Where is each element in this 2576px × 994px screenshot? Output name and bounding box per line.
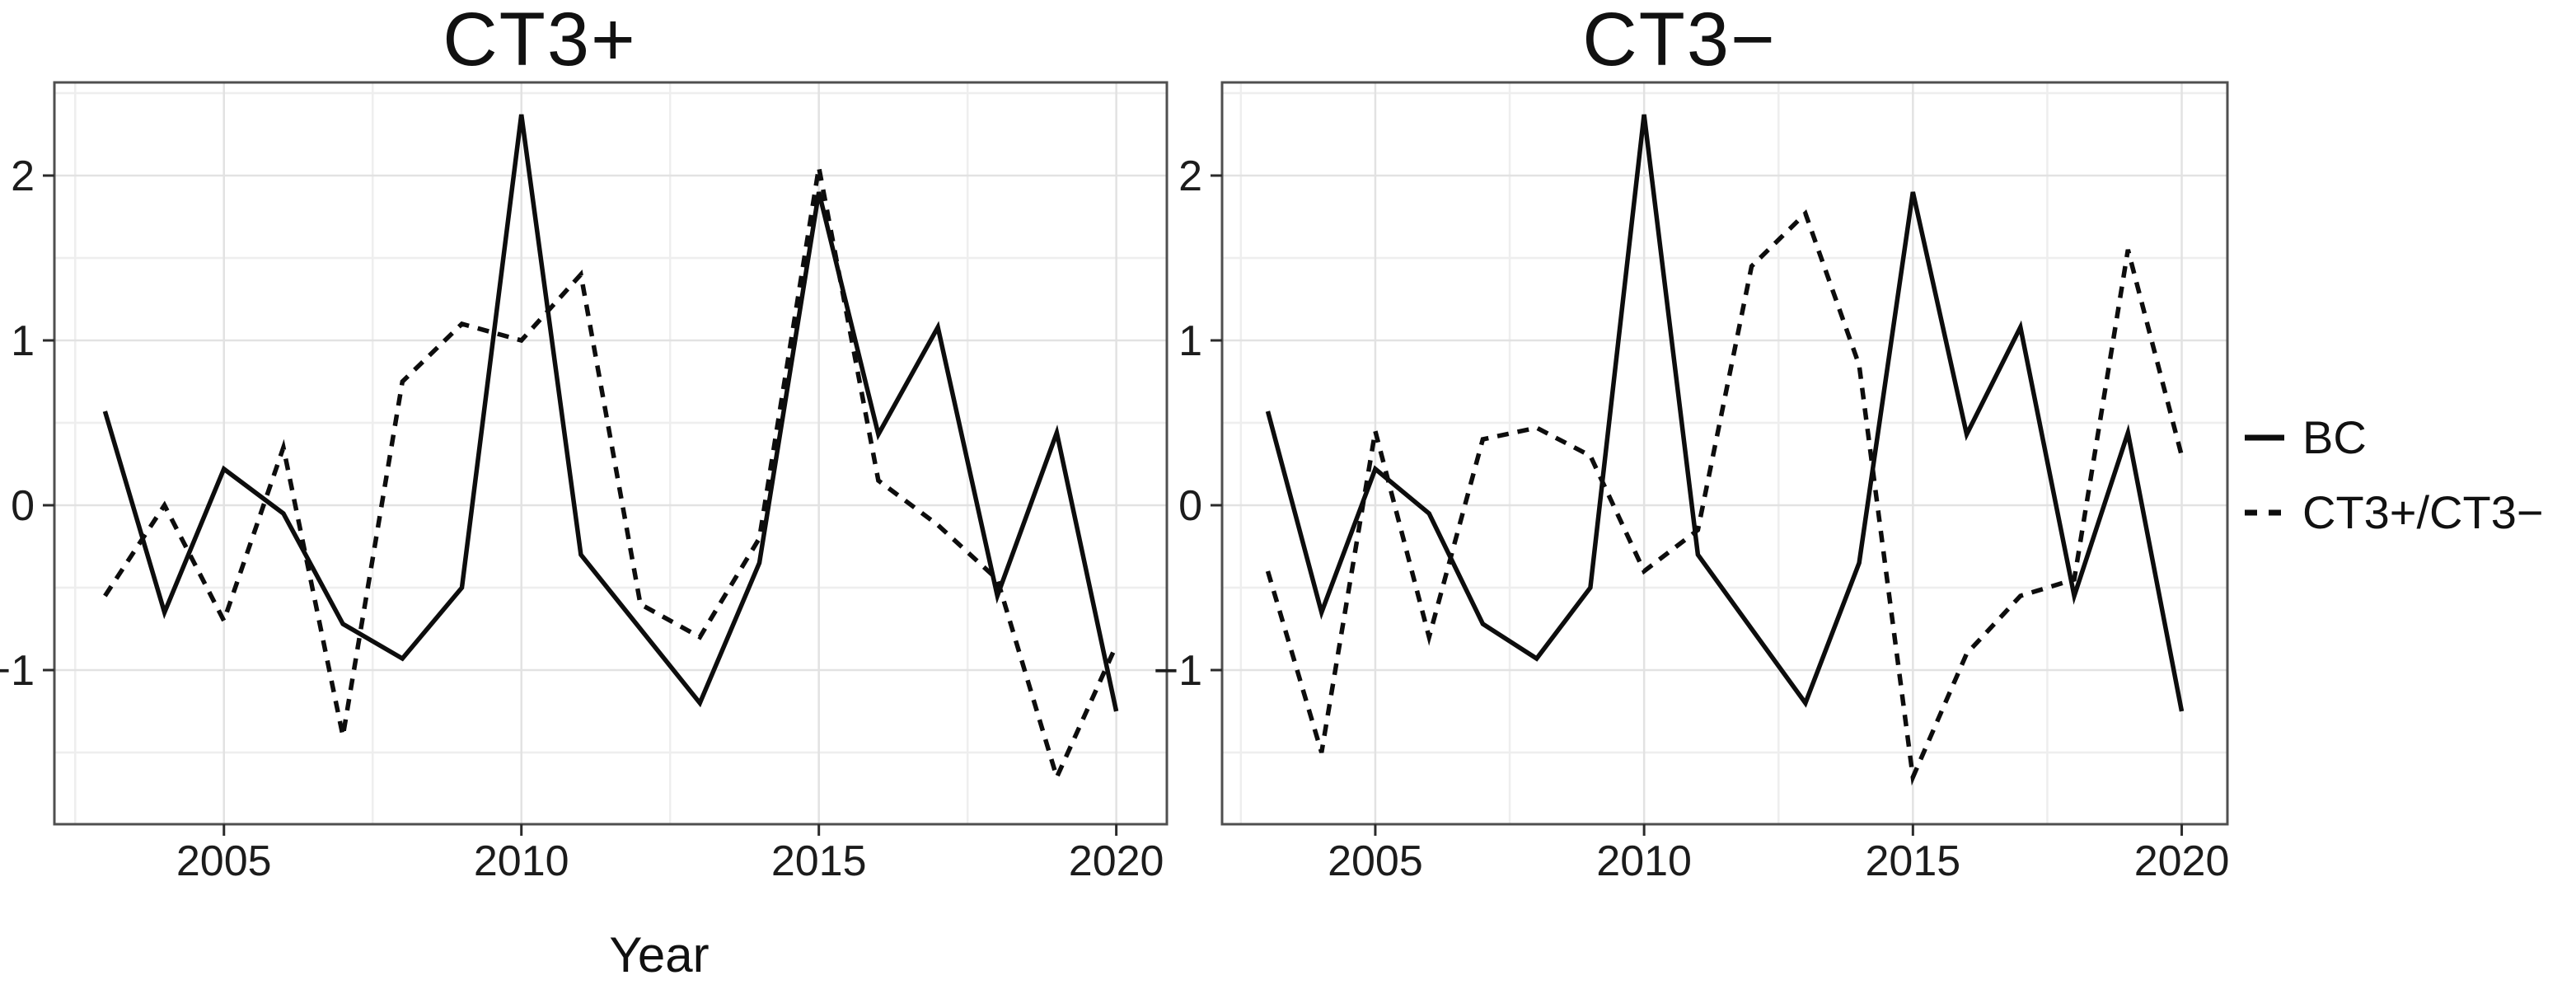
panel-ct3plus: 2005 2010 2015 2020 −1 0 1 2	[0, 81, 1169, 885]
panel-title-ct3plus: CT3+	[443, 0, 637, 82]
x-tick-labels: 2005 2010 2015 2020	[176, 837, 1164, 885]
y-tick-label: 2	[1178, 152, 1202, 200]
x-tick-label: 2005	[1328, 837, 1423, 885]
series-bc-line	[102, 114, 1119, 712]
x-tick-label: 2015	[771, 837, 867, 885]
y-tick-label: 1	[11, 317, 35, 365]
x-tick-labels: 2005 2010 2015 2020	[1328, 837, 2229, 885]
panel-border	[1220, 81, 2229, 826]
x-axis-title: Year	[609, 927, 710, 982]
y-tick-label: −1	[1154, 647, 1202, 695]
y-tick-label: 0	[1178, 482, 1202, 530]
y-tick-labels: −1 0 1 2	[0, 152, 35, 695]
y-tick-label: 0	[11, 482, 35, 530]
y-tick-label: −1	[0, 647, 35, 695]
dashed-line-key-icon	[2245, 509, 2284, 515]
x-tick-label: 2010	[474, 837, 569, 885]
panel-ct3minus: 2005 2010 2015 2020 −1 0 1 2	[1154, 81, 2229, 885]
panel-title-ct3minus: CT3−	[1582, 0, 1777, 82]
legend-label-ct3ratio: CT3+/CT3−	[2302, 486, 2544, 538]
axis-ticks	[43, 174, 1118, 836]
legend-label-bc: BC	[2302, 411, 2367, 463]
minor-gridlines	[54, 82, 1167, 824]
minor-gridlines	[1222, 82, 2227, 824]
y-tick-label: 1	[1178, 317, 1202, 365]
legend-item-bc: BC	[2243, 410, 2544, 464]
x-tick-label: 2020	[2134, 837, 2230, 885]
major-gridlines	[1222, 82, 2227, 824]
series-bc-line	[1265, 114, 2185, 712]
x-tick-label: 2005	[176, 837, 272, 885]
legend-item-ct3ratio: CT3+/CT3−	[2243, 485, 2544, 539]
y-tick-label: 2	[11, 152, 35, 200]
axis-ticks	[1211, 174, 2184, 836]
x-tick-label: 2015	[1865, 837, 1960, 885]
panel-border	[53, 81, 1169, 826]
x-tick-label: 2020	[1069, 837, 1164, 885]
solid-line-key-icon	[2245, 434, 2284, 440]
major-gridlines	[54, 82, 1167, 824]
x-tick-label: 2010	[1596, 837, 1692, 885]
y-tick-labels: −1 0 1 2	[1154, 152, 1202, 695]
legend: BC CT3+/CT3−	[2243, 410, 2544, 539]
